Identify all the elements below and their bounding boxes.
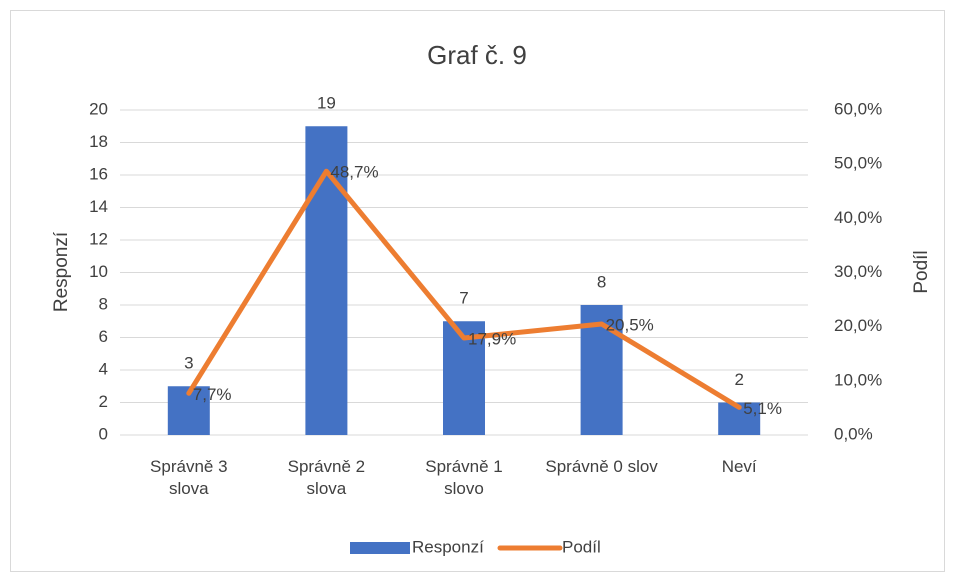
legend-label: Responzí: [412, 537, 484, 556]
y-tick-label: 12: [89, 229, 108, 248]
y-tick-label: 14: [89, 197, 108, 216]
bar-value-label: 2: [734, 370, 743, 389]
y-tick-label: 18: [89, 132, 108, 151]
bar-value-label: 19: [317, 94, 336, 113]
bar-value-label: 7: [459, 289, 468, 308]
y2-tick-label: 50,0%: [834, 154, 882, 173]
line-value-label: 7,7%: [193, 385, 232, 404]
y-tick-label: 0: [99, 424, 108, 443]
line-value-label: 17,9%: [468, 330, 516, 349]
y-tick-label: 10: [89, 262, 108, 281]
y2-tick-label: 20,0%: [834, 316, 882, 335]
line-value-label: 48,7%: [330, 163, 378, 182]
y2-axis-title: Podíl: [911, 250, 932, 293]
y-tick-label: 6: [99, 327, 108, 346]
chart-frame: [10, 10, 945, 572]
y-axis-title: Responzí: [51, 231, 72, 312]
x-tick-label: Neví: [721, 457, 757, 476]
bar-value-label: 3: [184, 354, 193, 373]
chart-title: Graf č. 9: [427, 40, 527, 70]
y2-tick-label: 10,0%: [834, 370, 882, 389]
line-value-label: 5,1%: [743, 399, 782, 418]
y2-tick-label: 40,0%: [834, 208, 882, 227]
x-tick-label: Správně 3 slova: [150, 457, 228, 498]
y-tick-label: 4: [99, 359, 108, 378]
y2-tick-label: 0,0%: [834, 424, 873, 443]
line: [186, 168, 742, 410]
legend-swatch: [350, 542, 410, 554]
y2-tick-label: 60,0%: [834, 99, 882, 118]
bar-value-label: 8: [597, 272, 606, 291]
bar: [305, 126, 348, 435]
y-tick-label: 20: [89, 99, 108, 118]
x-tick-label: Správně 0 slov: [545, 457, 658, 476]
line-value-label: 20,5%: [606, 315, 654, 334]
y-tick-label: 2: [99, 392, 108, 411]
legend-label: Podíl: [562, 537, 601, 556]
x-tick-label: Správně 1 slovo: [425, 457, 503, 498]
x-tick-label: Správně 2 slova: [287, 457, 366, 498]
y-tick-label: 8: [99, 294, 108, 313]
y-tick-label: 16: [89, 164, 108, 183]
y2-tick-label: 30,0%: [834, 262, 882, 281]
